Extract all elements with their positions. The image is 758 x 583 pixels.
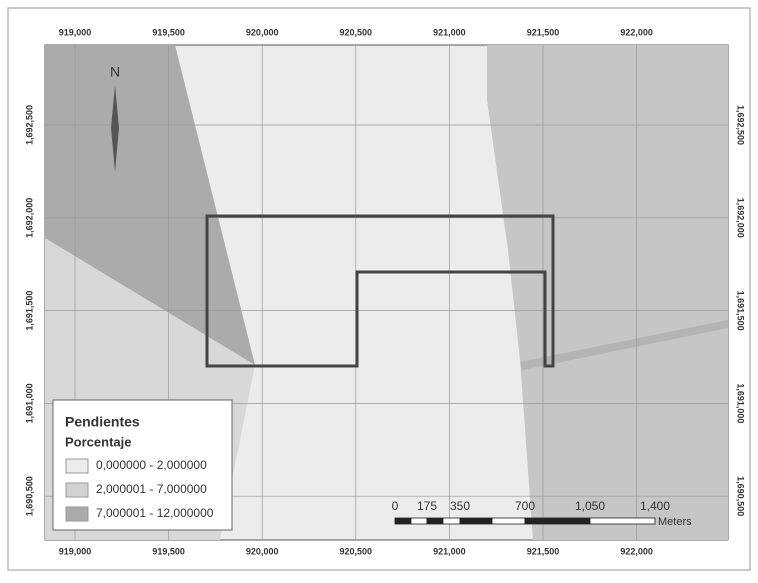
x-coord-label: 919,000 <box>59 546 92 556</box>
y-coord-label: 1,692,500 <box>24 105 34 145</box>
scale-unit: Meters <box>658 516 692 528</box>
legend-label: 7,000001 - 12,000000 <box>96 506 214 520</box>
legend-label: 0,000000 - 2,000000 <box>96 458 207 472</box>
scale-label: 350 <box>450 499 470 513</box>
scale-segment <box>459 517 493 525</box>
north-arrow: N <box>110 64 120 172</box>
x-coord-label: 920,500 <box>340 546 373 556</box>
y-coord-label: 1,690,500 <box>24 476 34 516</box>
x-coord-label: 920,500 <box>340 27 373 37</box>
legend: Pendientes Porcentaje 0,000000 - 2,00000… <box>52 399 233 531</box>
scale-segment <box>589 517 656 525</box>
scale-segment <box>394 517 412 525</box>
legend-subtitle: Porcentaje <box>65 434 131 449</box>
y-coord-label: 1,691,000 <box>24 383 34 423</box>
scale-segment <box>491 517 526 525</box>
legend-swatch <box>65 506 89 522</box>
legend-title: Pendientes <box>65 414 140 430</box>
slope-zone-high <box>520 320 728 370</box>
y-coord-label: 1,692,000 <box>24 198 34 238</box>
scale-bar: Meters 0 175 350 700 1,050 1,400 <box>392 499 692 528</box>
scale-label: 1,050 <box>575 499 605 513</box>
scale-label: 700 <box>515 499 535 513</box>
scale-segment <box>410 517 428 525</box>
y-coord-label: 1,692,500 <box>736 105 746 145</box>
x-coord-label: 922,000 <box>620 27 653 37</box>
x-coord-label: 919,500 <box>152 546 185 556</box>
y-coord-label: 1,692,000 <box>736 198 746 238</box>
scale-label: 0 <box>392 499 399 513</box>
y-coord-label: 1,690,500 <box>736 476 746 516</box>
scale-label: 1,400 <box>640 499 670 513</box>
y-coord-label: 1,691,000 <box>736 383 746 423</box>
x-coord-label: 919,500 <box>152 27 185 37</box>
x-coord-label: 920,000 <box>246 546 279 556</box>
y-coord-label: 1,691,500 <box>736 291 746 331</box>
legend-label: 2,000001 - 7,000000 <box>96 482 207 496</box>
x-coord-label: 922,000 <box>620 546 653 556</box>
legend-swatch <box>65 482 89 498</box>
scale-label: 175 <box>417 499 437 513</box>
y-coord-label: 1,691,500 <box>24 291 34 331</box>
x-coord-label: 921,500 <box>527 27 560 37</box>
scale-segment <box>426 517 444 525</box>
scale-segment <box>524 517 591 525</box>
study-area <box>205 214 555 368</box>
x-coord-label: 920,000 <box>246 27 279 37</box>
x-coord-label: 921,000 <box>433 546 466 556</box>
scale-segment <box>442 517 461 525</box>
slope-zone-mid <box>487 45 728 540</box>
x-coord-label: 921,000 <box>433 27 466 37</box>
north-arrow-shape <box>111 85 119 172</box>
legend-swatch <box>65 458 89 474</box>
x-coord-label: 921,500 <box>527 546 560 556</box>
x-coord-label: 919,000 <box>59 27 92 37</box>
north-label: N <box>110 64 120 80</box>
